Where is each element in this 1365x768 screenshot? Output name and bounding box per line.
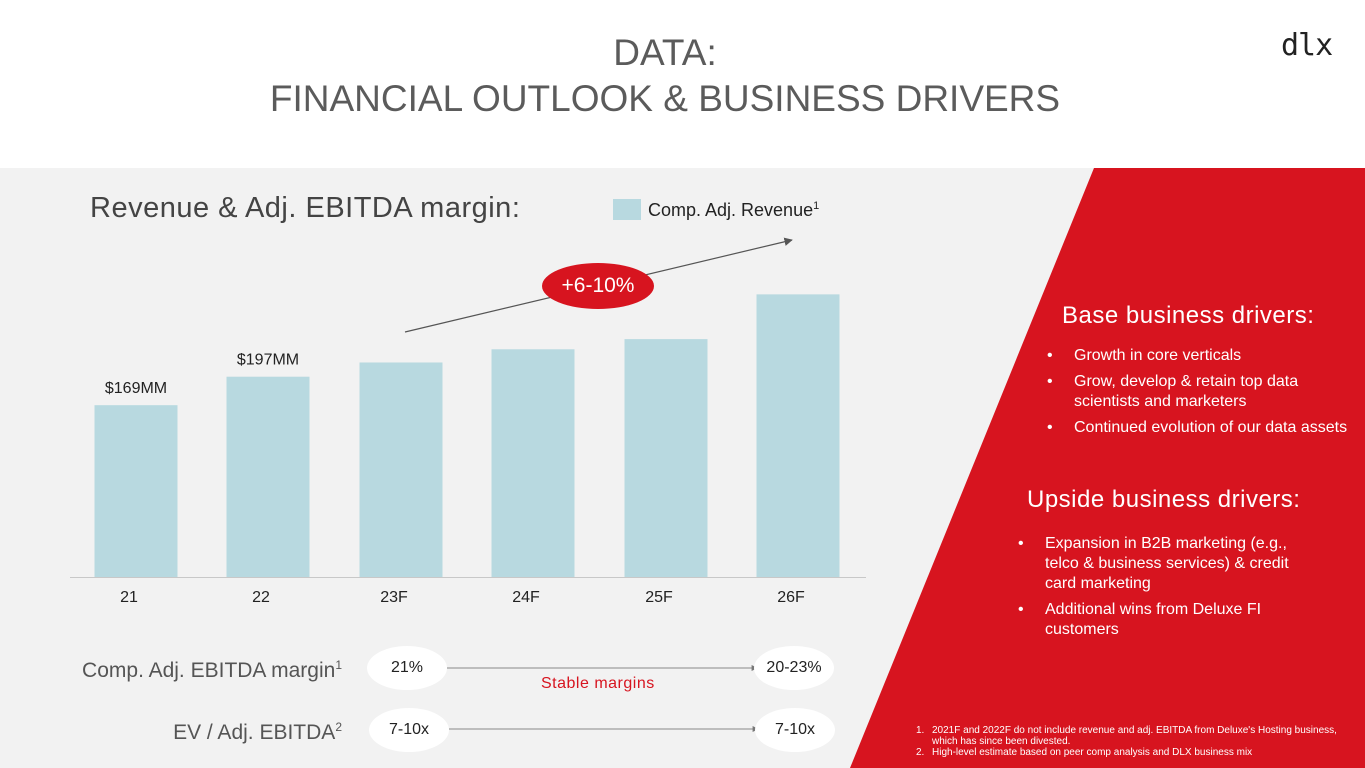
list-item: Continued evolution of our data assets: [1047, 418, 1365, 438]
x-tick-label: 21: [120, 589, 138, 606]
x-tick-label: 26F: [777, 589, 805, 606]
margin-label: Comp. Adj. EBITDA margin1: [30, 658, 342, 683]
footnote-number: 2.: [916, 747, 925, 758]
list-item: Growth in core verticals: [1047, 346, 1365, 366]
footnote-number: 1.: [916, 725, 925, 736]
x-tick-label: 22: [252, 589, 270, 606]
ev-label: EV / Adj. EBITDA2: [30, 720, 342, 745]
footnote-text: 2021F and 2022F do not include revenue a…: [932, 725, 1337, 747]
legend-swatch: [613, 199, 641, 220]
dlx-logo: dlx: [1281, 28, 1333, 63]
chart-title: Revenue & Adj. EBITDA margin:: [90, 192, 521, 224]
margin-start-pill: 21%: [367, 646, 447, 690]
bar-25F: [624, 339, 708, 577]
bar-23F: [359, 362, 443, 577]
list-item: Additional wins from Deluxe FI customers: [1018, 600, 1318, 640]
margin-end-pill: 20-23%: [754, 646, 834, 690]
list-item: Grow, develop & retain top data scientis…: [1047, 372, 1365, 412]
footnotes: 1. 2021F and 2022F do not include revenue…: [916, 725, 1356, 758]
legend-sup: 1: [813, 200, 820, 212]
list-item: Expansion in B2B marketing (e.g., telco …: [1018, 534, 1318, 594]
footnote-text: High-level estimate based on peer comp a…: [932, 747, 1253, 758]
x-tick-label: 25F: [645, 589, 673, 606]
upside-drivers-heading: Upside business drivers:: [1027, 486, 1301, 513]
stable-margins-note: Stable margins: [541, 675, 655, 692]
bar-26F: [756, 294, 840, 577]
upside-drivers-list: Expansion in B2B marketing (e.g., telco …: [1018, 534, 1318, 646]
bar-22: [226, 376, 310, 577]
ev-end-pill: 7-10x: [755, 708, 835, 752]
bar-21: [94, 405, 178, 577]
growth-badge: +6-10%: [542, 263, 654, 309]
data-label: $197MM: [237, 352, 299, 369]
ev-label-text: EV / Adj. EBITDA: [173, 721, 336, 744]
footnote-item: 2. High-level estimate based on peer comp…: [916, 747, 1356, 758]
title-line-2: FINANCIAL OUTLOOK & BUSINESS DRIVERS: [269, 78, 1061, 119]
page-title: DATA: FINANCIAL OUTLOOK & BUSINESS DRIVE…: [0, 30, 1330, 122]
title-line-1: DATA:: [613, 32, 717, 73]
base-drivers-list: Growth in core verticals Grow, develop &…: [1047, 346, 1365, 444]
margin-label-text: Comp. Adj. EBITDA margin: [82, 659, 336, 682]
bar-24F: [491, 349, 575, 577]
ev-label-sup: 2: [335, 720, 342, 734]
ev-start-pill: 7-10x: [369, 708, 449, 752]
data-label: $169MM: [105, 380, 167, 397]
base-drivers-heading: Base business drivers:: [1062, 302, 1315, 329]
footnote-item: 1. 2021F and 2022F do not include revenue…: [916, 725, 1356, 747]
legend-label: Comp. Adj. Revenue1: [648, 200, 819, 221]
margin-label-sup: 1: [335, 658, 342, 672]
legend-text: Comp. Adj. Revenue: [648, 200, 814, 220]
x-tick-label: 23F: [380, 589, 408, 606]
x-tick-label: 24F: [512, 589, 540, 606]
